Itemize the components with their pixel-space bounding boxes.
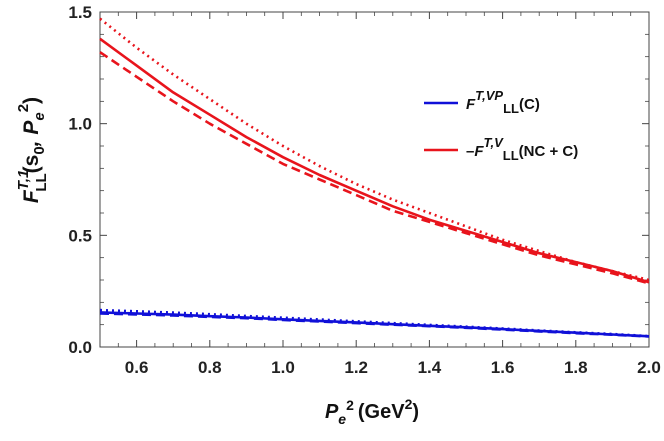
x-tick-label: 2.0 bbox=[637, 358, 661, 377]
y-tick-label: 0.5 bbox=[68, 226, 92, 245]
x-tick-label: 1.6 bbox=[491, 358, 515, 377]
series-layer bbox=[99, 17, 650, 338]
y-tick-label: 0.0 bbox=[68, 338, 92, 357]
y-tick-label: 1.5 bbox=[68, 3, 92, 22]
series-1-dotted-line bbox=[99, 308, 650, 338]
series-2-solid-line bbox=[99, 37, 650, 284]
legend: FT,VPLL(C) –FT,VLL(NC + C) bbox=[424, 88, 578, 163]
series-2-dashed-line bbox=[99, 51, 650, 285]
x-tick-label: 1.8 bbox=[564, 358, 588, 377]
legend-label-2: –FT,VLL(NC + C) bbox=[466, 135, 578, 163]
y-tick-label: 1.0 bbox=[68, 115, 92, 134]
series-1-dashed-line bbox=[99, 312, 650, 338]
x-tick-label: 0.8 bbox=[198, 358, 222, 377]
x-tick-label: 1.0 bbox=[271, 358, 295, 377]
x-axis-ticks: 0.6 0.8 1.0 1.2 1.4 1.6 1.8 2.0 bbox=[99, 12, 661, 377]
x-axis-title: Pe2 (GeV2) bbox=[325, 396, 419, 427]
legend-label-1: FT,VPLL(C) bbox=[466, 88, 540, 116]
x-tick-label: 1.4 bbox=[418, 358, 442, 377]
plot-frame bbox=[99, 11, 650, 348]
x-tick-label: 0.6 bbox=[125, 358, 149, 377]
y-axis-title: FT,1LL(s0, Pe2) bbox=[15, 97, 50, 203]
series-2-dotted-line bbox=[99, 17, 650, 282]
plot-border bbox=[99, 11, 650, 348]
x-tick-label: 1.2 bbox=[344, 358, 368, 377]
y-axis-ticks: 0.0 0.5 1.0 1.5 bbox=[68, 3, 649, 357]
